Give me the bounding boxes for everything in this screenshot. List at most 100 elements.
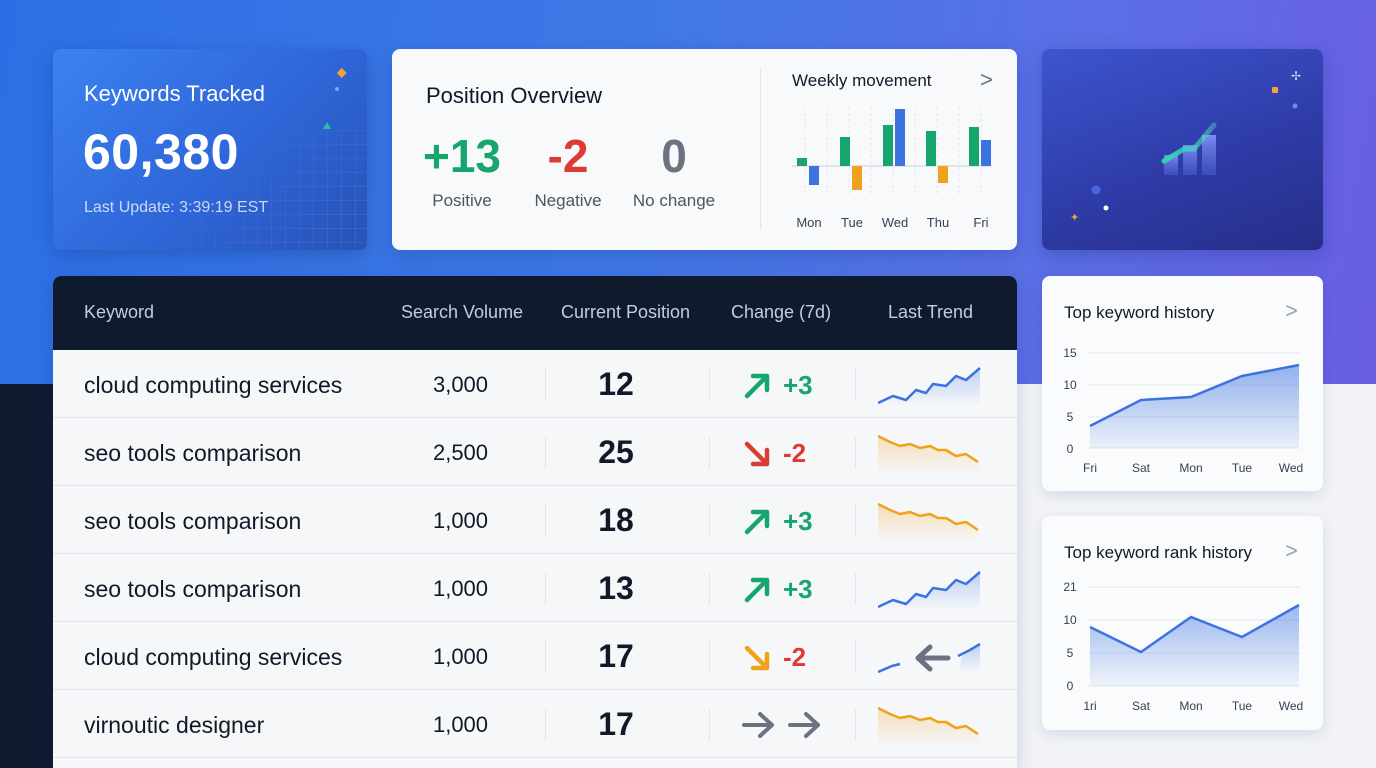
bar bbox=[938, 166, 948, 183]
arrow-up-right-icon bbox=[744, 509, 770, 535]
search-volume-cell: 1,000 bbox=[432, 644, 489, 669]
bar bbox=[840, 137, 850, 166]
day-label: Thu bbox=[927, 215, 949, 230]
stat-positive: +13 Positive bbox=[422, 133, 502, 211]
table-row[interactable]: seo tools comparison 2,500 25 -2 bbox=[53, 418, 1017, 486]
cell-divider bbox=[545, 437, 546, 469]
current-position-cell: 18 bbox=[598, 502, 634, 538]
change-value: -2 bbox=[783, 438, 807, 468]
position-overview-card: Position Overview +13 Positive -2 Negati… bbox=[392, 49, 1017, 250]
current-position-cell: 17 bbox=[598, 706, 634, 742]
stat-negative: -2 Negative bbox=[528, 133, 608, 211]
svg-text:✦: ✦ bbox=[1070, 211, 1079, 224]
series-line bbox=[1089, 363, 1300, 428]
day-label: Tue bbox=[841, 215, 863, 230]
cell-divider bbox=[709, 437, 710, 469]
top-keyword-rank-history-card: Top keyword rank history > 21 10 5 0 1ri… bbox=[1042, 516, 1323, 730]
trend-sparkline bbox=[878, 706, 980, 746]
trend-sparkline bbox=[878, 571, 981, 610]
last-update-text: Last Update: 3:39:19 EST bbox=[84, 199, 269, 216]
current-position-cell: 12 bbox=[598, 366, 634, 402]
table-row[interactable]: seo tools comparison 1,000 18 +3 bbox=[53, 486, 1017, 554]
keyword-cell: cloud computing services bbox=[84, 644, 343, 670]
trend-sparkline bbox=[878, 502, 980, 542]
top-keyword-rank-history-title: Top keyword rank history bbox=[1064, 543, 1253, 562]
position-overview-title: Position Overview bbox=[426, 83, 603, 108]
search-volume-cell: 3,000 bbox=[432, 372, 489, 397]
y-tick: 0 bbox=[1067, 679, 1074, 693]
y-tick: 21 bbox=[1063, 580, 1077, 594]
cell-divider bbox=[545, 369, 546, 401]
grid-pattern bbox=[187, 130, 367, 250]
column-header-change[interactable]: Change (7d) bbox=[731, 302, 832, 322]
x-label: Fri bbox=[1083, 461, 1097, 475]
table-row[interactable]: virnoutic designer 1,000 17 bbox=[53, 690, 1017, 758]
trend-sparkline bbox=[878, 367, 981, 406]
weekly-movement-chevron-icon[interactable]: > bbox=[980, 67, 993, 92]
search-volume-cell: 1,000 bbox=[432, 508, 489, 533]
cell-divider bbox=[855, 369, 856, 401]
trend-sparkline bbox=[878, 642, 981, 674]
x-label: Tue bbox=[1232, 461, 1253, 475]
y-tick: 5 bbox=[1067, 410, 1074, 424]
change-value: -2 bbox=[783, 642, 807, 672]
weekly-movement-chart: Mon Tue Wed Thu Fri bbox=[792, 107, 992, 230]
cell-divider bbox=[709, 369, 710, 401]
bar bbox=[883, 125, 893, 166]
current-position-cell: 13 bbox=[598, 570, 634, 606]
keyword-cell: cloud computing services bbox=[84, 372, 343, 398]
change-value: +3 bbox=[783, 574, 813, 604]
change-cell: -2 bbox=[743, 640, 863, 674]
growth-chart-illustration-icon: ✢ ✦ bbox=[1070, 69, 1301, 224]
change-cell: -2 bbox=[743, 436, 863, 470]
arrow-down-right-icon bbox=[744, 645, 770, 671]
y-tick: 15 bbox=[1063, 346, 1077, 360]
cell-divider bbox=[545, 573, 546, 605]
area-fill bbox=[1090, 605, 1299, 686]
bar bbox=[809, 166, 819, 185]
decorative-growth-card: ✢ ✦ bbox=[1042, 49, 1323, 250]
change-value: +3 bbox=[783, 506, 813, 536]
day-label: Mon bbox=[796, 215, 821, 230]
table-row[interactable]: cloud computing services 3,000 12 +3 bbox=[53, 350, 1017, 418]
column-header-search-volume[interactable]: Search Volume bbox=[401, 302, 524, 322]
stat-no-change: 0 No change bbox=[628, 133, 720, 211]
change-cell: +3 bbox=[743, 572, 863, 606]
keywords-tracked-value: 60,380 bbox=[83, 124, 239, 180]
search-volume-cell: 1,000 bbox=[432, 576, 489, 601]
divider bbox=[760, 69, 761, 229]
stat-positive-value: +13 bbox=[422, 130, 502, 182]
area-fill bbox=[1090, 365, 1299, 448]
column-header-current-position[interactable]: Current Position bbox=[561, 302, 691, 322]
column-header-keyword[interactable]: Keyword bbox=[84, 302, 155, 322]
top-keyword-history-chevron-icon[interactable]: > bbox=[1285, 298, 1298, 323]
x-label: Mon bbox=[1179, 699, 1202, 713]
keyword-cell: seo tools comparison bbox=[84, 440, 302, 466]
stat-no-change-value: 0 bbox=[661, 130, 687, 182]
top-keyword-rank-history-chevron-icon[interactable]: > bbox=[1285, 538, 1298, 563]
day-label: Fri bbox=[973, 215, 988, 230]
table-row[interactable]: seo tools comparison 1,000 13 +3 bbox=[53, 554, 1017, 622]
x-label: Wed bbox=[1279, 461, 1303, 475]
bar bbox=[926, 131, 936, 166]
bar bbox=[852, 166, 862, 190]
x-label: Tue bbox=[1232, 699, 1253, 713]
keyword-cell: seo tools comparison bbox=[84, 508, 302, 534]
cell-divider bbox=[545, 709, 546, 741]
top-keyword-history-title: Top keyword history bbox=[1064, 303, 1215, 322]
keywords-tracked-title: Keywords Tracked bbox=[84, 81, 265, 106]
cell-divider bbox=[709, 505, 710, 537]
table-row[interactable]: cloud computing services 1,000 17 -2 bbox=[53, 622, 1017, 690]
bar bbox=[797, 158, 807, 166]
cell-divider bbox=[545, 641, 546, 673]
keyword-cell: seo tools comparison bbox=[84, 576, 302, 602]
change-value: +3 bbox=[783, 370, 813, 400]
dark-background-panel bbox=[0, 384, 60, 768]
arrow-up-right-icon bbox=[744, 577, 770, 603]
cell-divider bbox=[709, 709, 710, 741]
column-header-last-trend[interactable]: Last Trend bbox=[888, 302, 974, 322]
change-cell bbox=[742, 708, 863, 742]
arrow-up-right-icon bbox=[744, 373, 770, 399]
cell-divider bbox=[855, 641, 856, 673]
cell-divider bbox=[709, 641, 710, 673]
